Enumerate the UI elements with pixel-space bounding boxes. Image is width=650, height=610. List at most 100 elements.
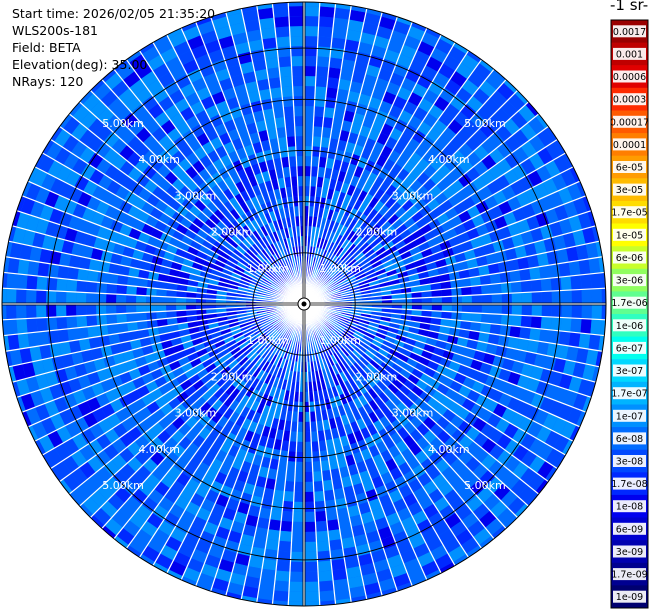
data-gate <box>339 68 354 81</box>
data-gate <box>79 503 94 518</box>
data-gate <box>266 271 276 281</box>
data-gate <box>448 545 467 563</box>
data-gate <box>286 237 292 248</box>
data-gate <box>375 351 387 362</box>
data-gate <box>526 215 540 231</box>
data-gate <box>158 520 175 537</box>
data-gate <box>461 312 472 322</box>
data-gate <box>205 343 217 353</box>
data-gate <box>429 171 444 185</box>
data-gate <box>342 193 352 206</box>
data-gate <box>304 421 311 432</box>
data-gate <box>281 326 289 336</box>
data-gate <box>321 228 329 240</box>
data-gate <box>335 350 344 361</box>
data-gate <box>495 174 511 190</box>
data-gate <box>262 487 275 500</box>
data-gate <box>270 268 279 278</box>
data-gate <box>190 357 202 368</box>
data-gate <box>266 529 281 541</box>
data-gate <box>179 217 193 229</box>
data-gate <box>328 57 343 69</box>
data-gate <box>429 275 441 284</box>
data-gate <box>76 304 87 316</box>
data-gate <box>359 227 370 239</box>
data-gate <box>507 258 520 272</box>
data-gate <box>27 260 40 276</box>
data-gate <box>170 527 187 543</box>
data-gate <box>423 503 440 519</box>
data-gate <box>132 347 145 359</box>
data-gate <box>271 332 281 342</box>
data-gate <box>422 416 437 430</box>
data-gate <box>376 328 388 336</box>
data-gate <box>278 324 287 334</box>
data-gate <box>51 355 65 371</box>
data-gate <box>37 331 50 346</box>
data-gate <box>235 245 246 255</box>
data-gate <box>220 365 232 377</box>
data-gate <box>354 270 365 278</box>
data-gate <box>380 255 392 264</box>
data-gate <box>560 317 572 332</box>
data-gate <box>267 468 278 480</box>
data-gate <box>389 563 408 578</box>
data-gate <box>80 163 96 180</box>
data-gate <box>304 541 317 552</box>
data-gate <box>71 433 88 450</box>
data-gate <box>304 2 320 7</box>
data-gate <box>279 146 289 158</box>
data-gate <box>530 392 545 409</box>
data-gate <box>80 111 98 129</box>
data-gate <box>485 343 498 356</box>
data-gate <box>527 339 540 354</box>
data-gate <box>276 469 287 481</box>
data-gate <box>126 312 137 323</box>
data-gate <box>376 25 393 40</box>
data-gate <box>471 285 482 296</box>
data-gate <box>217 179 229 193</box>
data-gate <box>389 394 402 407</box>
data-gate <box>77 191 92 208</box>
data-gate <box>190 548 208 564</box>
data-gate <box>454 344 467 356</box>
data-gate <box>358 279 369 287</box>
data-gate <box>501 304 512 315</box>
data-gate <box>461 512 479 529</box>
data-gate <box>191 421 205 435</box>
data-gate <box>167 217 180 230</box>
data-gate <box>189 205 202 218</box>
data-gate <box>434 553 453 570</box>
data-gate <box>527 116 546 135</box>
data-gate <box>530 315 542 329</box>
data-gate <box>176 391 189 404</box>
data-gate <box>311 146 321 157</box>
data-gate <box>572 361 586 379</box>
data-gate <box>357 324 368 332</box>
data-gate <box>141 344 154 356</box>
data-gate <box>16 273 28 290</box>
data-gate <box>394 206 407 219</box>
data-gate <box>458 269 470 280</box>
data-gate <box>390 163 403 177</box>
data-gate <box>221 268 233 276</box>
data-gate <box>262 277 273 285</box>
data-gate <box>249 261 259 270</box>
data-gate <box>283 369 290 381</box>
data-gate <box>329 47 345 60</box>
data-gate <box>54 128 71 148</box>
data-gate <box>230 423 242 436</box>
data-gate <box>480 453 497 470</box>
data-gate <box>261 349 270 359</box>
data-gate <box>200 95 216 110</box>
data-gate <box>319 359 325 370</box>
data-gate <box>338 78 352 91</box>
data-gate <box>158 96 175 112</box>
data-gate <box>201 265 213 274</box>
data-gate <box>373 558 390 573</box>
data-gate <box>260 263 271 272</box>
data-gate <box>314 350 319 361</box>
data-gate <box>192 408 205 422</box>
data-gate <box>386 331 398 340</box>
data-gate <box>228 279 240 287</box>
